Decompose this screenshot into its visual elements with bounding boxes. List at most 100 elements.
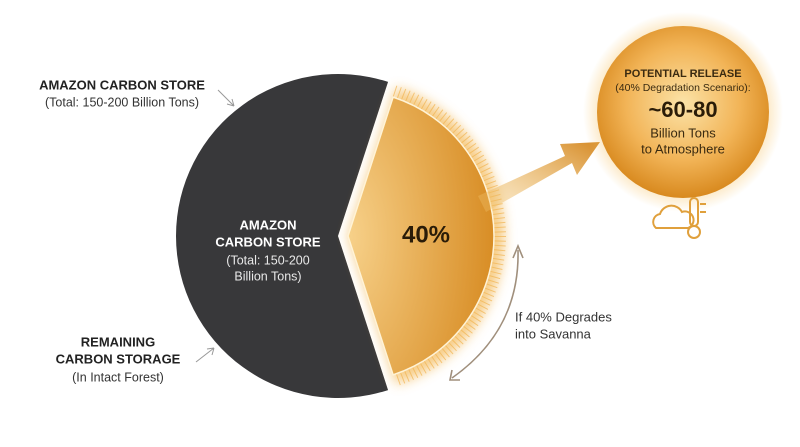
glow-ray [486, 184, 498, 190]
glow-ray [448, 121, 458, 131]
glow-ray [479, 167, 491, 174]
callout-note: (Total: 150-200 Billion Tons) [45, 95, 199, 109]
glow-ray [470, 314, 482, 323]
arc-label: If 40% Degrades [515, 309, 612, 324]
glow-ray [431, 106, 440, 117]
glow-ray [468, 146, 479, 155]
sun [597, 26, 769, 198]
center-title: CARBON STORE [215, 234, 321, 249]
glow-ray [424, 101, 432, 113]
arc-head [449, 369, 460, 381]
glow-ray [408, 368, 414, 380]
glow-ray [441, 347, 450, 358]
glow-ray [400, 88, 407, 101]
glow-ray [484, 287, 496, 293]
glow-ray [460, 135, 471, 144]
glow-ray [484, 180, 497, 186]
glow-ray [489, 270, 502, 275]
glow-ray [420, 98, 428, 110]
glow-ray [477, 163, 489, 170]
glow-ray [434, 353, 443, 364]
glow-ray [392, 85, 398, 98]
glow-ray [492, 217, 505, 220]
glow-ray [445, 118, 455, 128]
glow-ray [492, 253, 505, 256]
pie: 40% AMAZON CARBON STORE (Total: 150-200 Bill… [176, 73, 507, 399]
glow-ray [492, 212, 505, 216]
glow-ray [412, 94, 420, 106]
callout-pointer [217, 89, 235, 107]
glow-ray [474, 307, 486, 315]
glow-ray [491, 262, 504, 266]
glow-ray [399, 372, 406, 384]
glow-ray [396, 87, 402, 99]
release-title: POTENTIAL RELEASE [624, 68, 741, 80]
glow-ray [493, 244, 506, 247]
glow-ray [419, 362, 427, 374]
glow-ray [472, 311, 484, 319]
callout-title: REMAINING [81, 334, 155, 349]
climate-icon [652, 197, 706, 239]
release-amount: ~60-80 [648, 97, 717, 122]
glow-ray [462, 325, 473, 334]
glow-ray [435, 109, 444, 120]
arc-head [512, 243, 524, 259]
glow-ray [465, 322, 476, 330]
center-title: AMAZON [239, 217, 296, 232]
callout-title: AMAZON CARBON STORE [39, 77, 205, 92]
glow-ray [483, 175, 495, 182]
glow-ray [404, 90, 411, 102]
glow-ray [457, 332, 467, 341]
glow-ray [459, 328, 470, 338]
glow-ray [480, 295, 493, 302]
center-note: Billion Tons) [234, 269, 301, 283]
release-unit: Billion Tons [650, 125, 716, 140]
release-unit: to Atmosphere [641, 141, 725, 156]
glow-ray [442, 115, 451, 126]
center-note: (Total: 150-200 [226, 253, 309, 267]
glow-ray [493, 226, 506, 229]
callout-note: (In Intact Forest) [72, 370, 164, 384]
glow-ray [465, 142, 477, 151]
release-arrow [478, 142, 600, 212]
glow-ray [444, 344, 454, 355]
glow-ray [493, 249, 506, 252]
glow-ray [485, 283, 498, 289]
glow-ray [395, 373, 401, 386]
glow-ray [481, 171, 493, 178]
glow-ray [490, 266, 503, 270]
glow-ray [412, 366, 419, 378]
glow-ray [427, 358, 435, 369]
glow-ray [475, 158, 487, 166]
glow-ray [416, 96, 424, 108]
glow-ray [454, 335, 464, 345]
pie-slice [347, 96, 495, 376]
glow-ray [428, 103, 436, 115]
glow-ray [491, 207, 504, 211]
glow-ray [482, 291, 495, 298]
callout-title: CARBON STORAGE [56, 351, 181, 366]
glow-ray [493, 221, 506, 224]
glow-ray [404, 370, 410, 382]
glow-ray [479, 299, 491, 306]
glow-ray [408, 92, 415, 104]
glow-ray [437, 350, 447, 361]
glow-ray [470, 150, 482, 159]
glow-ray [457, 131, 468, 141]
degrade-arc [451, 249, 519, 379]
callout-pointer [195, 347, 215, 363]
glow-ray [447, 341, 457, 352]
glow-ray [423, 360, 431, 372]
glow-ray [430, 355, 439, 367]
arc-label: into Savanna [515, 326, 592, 341]
glow-ray [415, 364, 423, 376]
glow-ray [451, 338, 461, 348]
release-note: (40% Degradation Scenario): [615, 82, 750, 94]
glow-ray [454, 128, 465, 138]
glow-ray [451, 124, 462, 135]
glow-ray [467, 318, 479, 327]
glow-ray [477, 303, 489, 310]
glow-ray [492, 257, 505, 261]
